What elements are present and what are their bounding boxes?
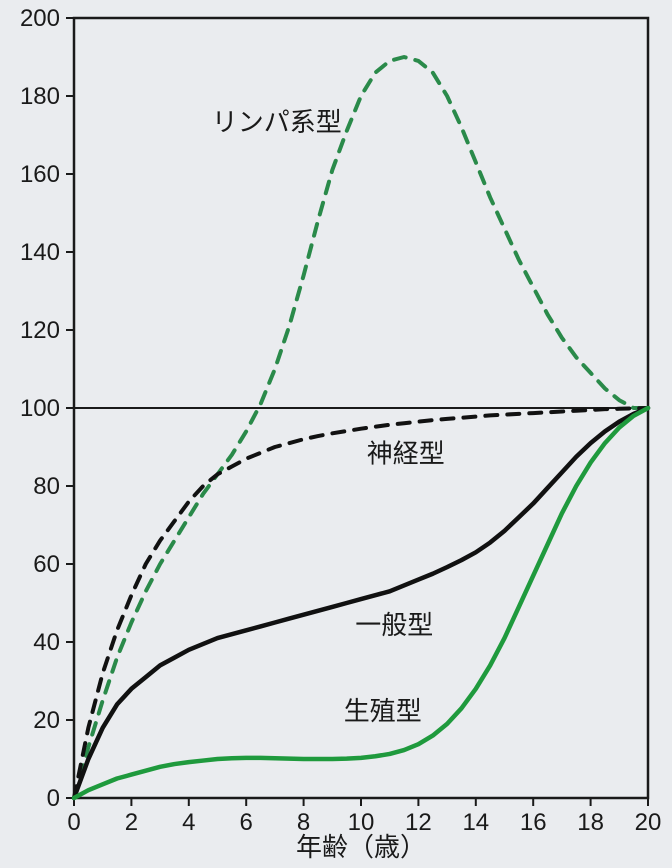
x-tick-label: 6 [240, 809, 253, 836]
series-label-general: 一般型 [355, 610, 433, 640]
x-axis-title: 年齢（歳） [296, 832, 426, 862]
x-tick-label: 14 [462, 809, 489, 836]
y-tick-label: 20 [33, 707, 60, 734]
x-tick-label: 16 [520, 809, 547, 836]
y-tick-label: 0 [47, 785, 60, 812]
x-tick-label: 0 [67, 809, 80, 836]
series-label-lymphoid: リンパ系型 [212, 107, 342, 137]
y-tick-label: 40 [33, 629, 60, 656]
growth-curve-chart: 0204060801001201401601802000246810121416… [0, 0, 672, 868]
y-tick-label: 140 [20, 239, 60, 266]
y-tick-label: 100 [20, 395, 60, 422]
y-tick-label: 60 [33, 551, 60, 578]
x-tick-label: 20 [635, 809, 662, 836]
x-tick-label: 18 [577, 809, 604, 836]
y-tick-label: 120 [20, 317, 60, 344]
y-tick-label: 160 [20, 161, 60, 188]
series-label-reproductive: 生殖型 [344, 696, 422, 726]
series-label-neural: 神経型 [367, 439, 445, 469]
y-tick-label: 80 [33, 473, 60, 500]
y-tick-label: 180 [20, 83, 60, 110]
y-tick-label: 200 [20, 5, 60, 32]
chart-svg: 0204060801001201401601802000246810121416… [0, 0, 672, 868]
x-tick-label: 4 [182, 809, 195, 836]
x-tick-label: 2 [125, 809, 138, 836]
